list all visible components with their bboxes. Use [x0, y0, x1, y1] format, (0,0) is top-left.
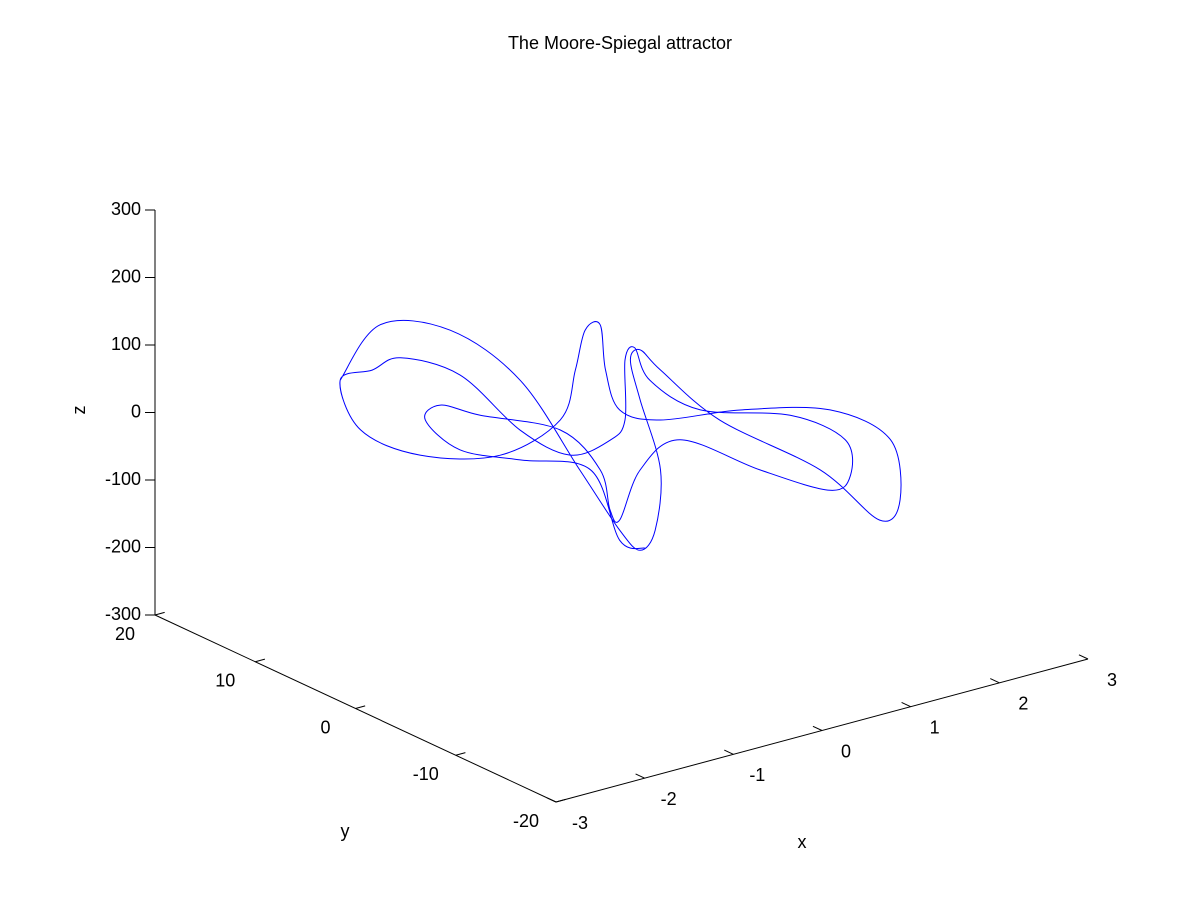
trajectory-line [339, 319, 902, 551]
z-tick-label: 0 [131, 401, 141, 421]
y-axis-label: y [341, 821, 350, 841]
x-tick-label: 2 [1018, 694, 1028, 714]
y-tick-label: 20 [115, 624, 135, 644]
y-tick [355, 705, 366, 709]
x-tick-label: 3 [1107, 670, 1117, 690]
y-tick-label: 0 [320, 717, 330, 737]
x-tick-label: 0 [841, 741, 851, 761]
z-tick-label: -100 [105, 469, 141, 489]
y-tick-label: 10 [215, 671, 235, 691]
z-tick-label: -200 [105, 536, 141, 556]
chart-title: The Moore-Spiegal attractor [508, 33, 732, 53]
z-tick-label: -300 [105, 604, 141, 624]
x-tick [812, 725, 823, 731]
z-axis-label: z [69, 406, 89, 415]
y-tick [555, 798, 566, 803]
y-tick [455, 752, 466, 756]
x-tick [901, 701, 911, 708]
x-tick [990, 678, 1000, 684]
x-tick-label: -2 [661, 789, 677, 809]
x-tick [1078, 654, 1089, 660]
y-tick-label: -20 [513, 811, 539, 831]
x-axis-label: x [798, 832, 807, 852]
x-tick-label: 1 [930, 717, 940, 737]
z-tick-label: 200 [111, 266, 141, 286]
x-tick-label: -3 [572, 813, 588, 833]
x-tick [724, 749, 734, 755]
x-tick-label: -1 [749, 765, 765, 785]
z-tick-label: 300 [111, 199, 141, 219]
x-tick [546, 797, 557, 803]
z-tick-label: 100 [111, 334, 141, 354]
x-tick [635, 773, 645, 779]
y-tick [154, 611, 165, 616]
y-tick-label: -10 [413, 764, 439, 784]
y-tick [255, 658, 266, 663]
